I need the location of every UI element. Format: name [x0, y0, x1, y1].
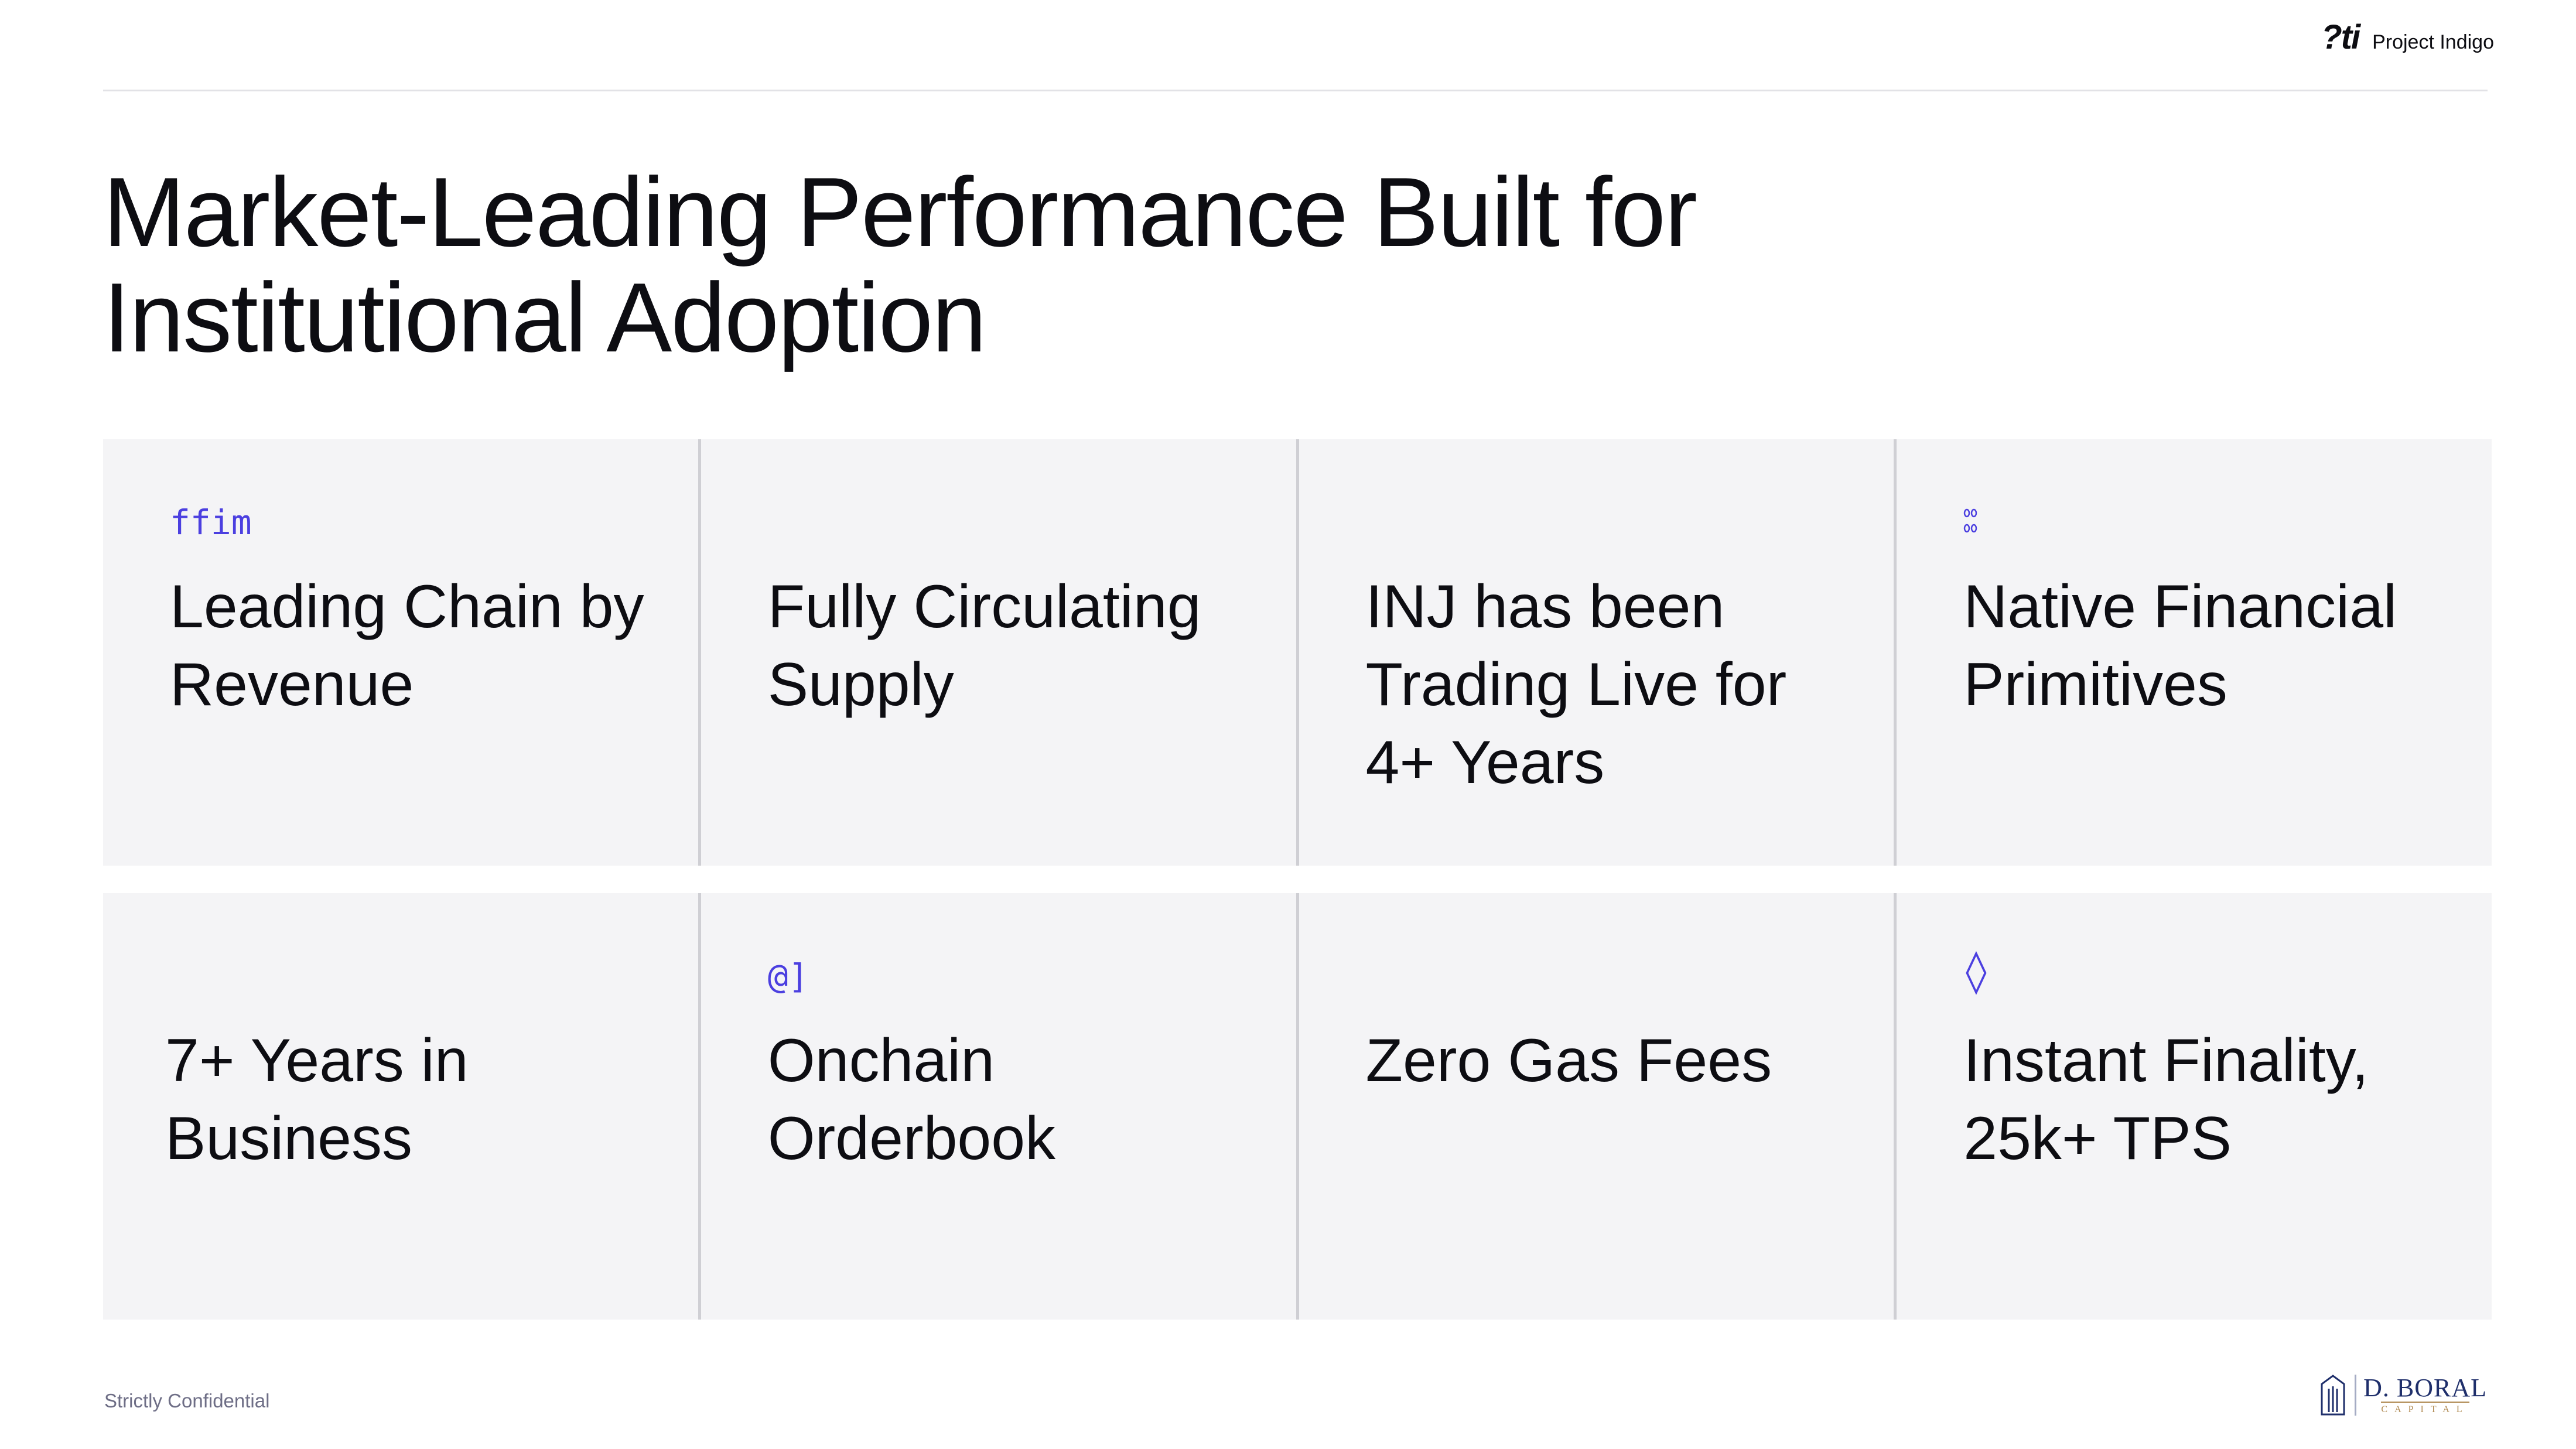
feature-row-2: 7+ Years in Business @] Onchain Orderboo… [103, 893, 2492, 1320]
feature-card-text: Onchain Orderbook [767, 1027, 1056, 1173]
confidential-note: Strictly Confidential [104, 1390, 270, 1412]
feature-card-years-business: 7+ Years in Business [103, 893, 698, 1320]
feature-card-instant-finality: ◊ Instant Finality, 25k+ TPS [1894, 893, 2492, 1320]
page-title: Market-Leading Performance Built for Ins… [103, 157, 1697, 372]
logo-main-text: D. BORAL [2363, 1373, 2487, 1402]
logo-wordmark: D. BORAL CAPITAL [2363, 1375, 2487, 1416]
feature-card-text: Leading Chain by Revenue [170, 573, 644, 719]
feature-card-financial-primitives: Native Financial Primitives [1894, 439, 2492, 866]
orderbook-icon: @] [767, 956, 809, 996]
feature-card-onchain-orderbook: @] Onchain Orderbook [698, 893, 1296, 1320]
feature-card-text: Zero Gas Fees [1365, 1027, 1772, 1095]
feature-card-text: 7+ Years in Business [165, 1027, 469, 1173]
feature-card-text: INJ has been Trading Live for 4+ Years [1365, 573, 1787, 797]
logo-divider [2355, 1375, 2357, 1416]
feature-card-text: Native Financial Primitives [1963, 573, 2397, 719]
feature-card-zero-gas: Zero Gas Fees [1296, 893, 1894, 1320]
feature-card-leading-chain: ffim Leading Chain by Revenue [103, 439, 698, 866]
logo-sub-text: CAPITAL [2381, 1402, 2469, 1416]
diamond-icon: ◊ [1963, 946, 1989, 995]
feature-card-circulating-supply: Fully Circulating Supply [698, 439, 1296, 866]
grid-icon [1963, 508, 1977, 539]
header-brand: ?ti Project Indigo [2321, 18, 2494, 57]
header-divider [103, 90, 2488, 91]
grid-icon-svg [1964, 508, 1977, 533]
brand-name: Project Indigo [2372, 31, 2494, 53]
feature-row-1: ffim Leading Chain by Revenue Fully Circ… [103, 439, 2492, 866]
company-logo: D. BORAL CAPITAL [2318, 1373, 2487, 1417]
building-emblem-icon [2321, 1375, 2345, 1416]
feature-card-text: Fully Circulating Supply [767, 573, 1201, 719]
brand-logo-mark: ?ti [2321, 18, 2360, 56]
revenue-icon: ffim [170, 503, 252, 542]
feature-card-text: Instant Finality, 25k+ TPS [1963, 1027, 2369, 1173]
feature-card-trading-live: INJ has been Trading Live for 4+ Years [1296, 439, 1894, 866]
